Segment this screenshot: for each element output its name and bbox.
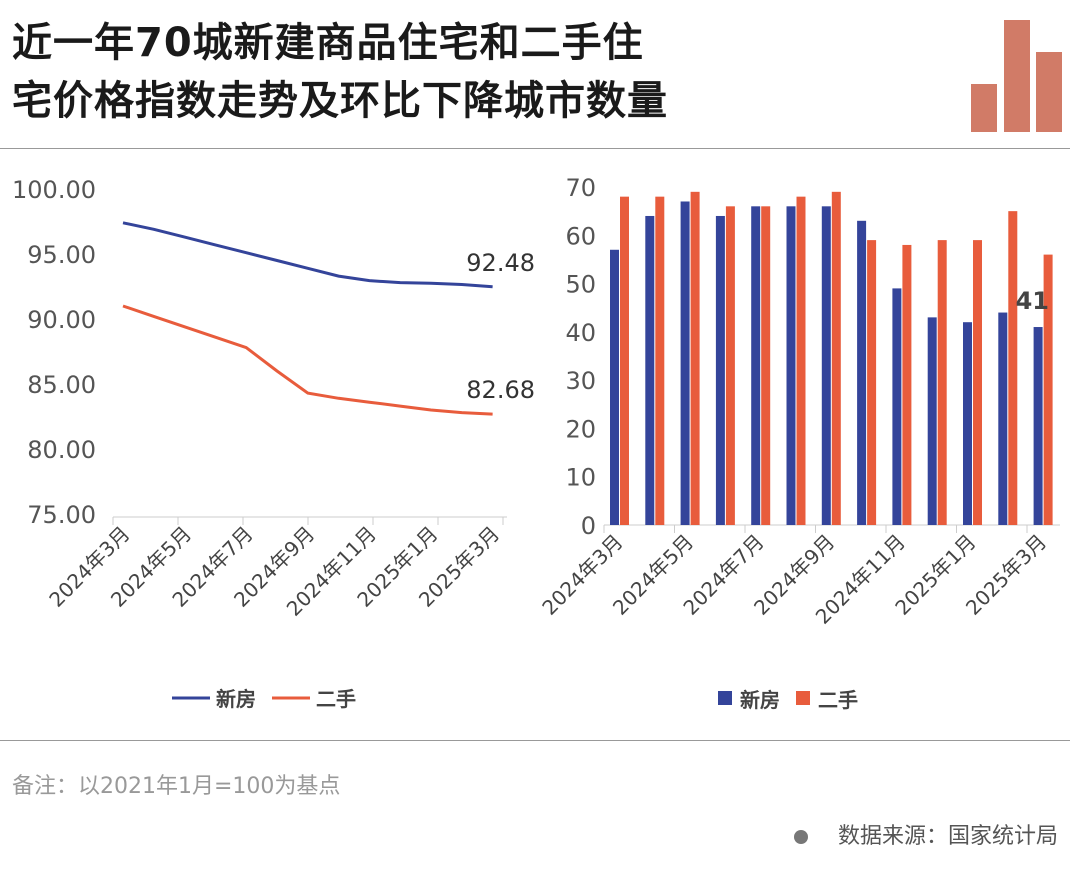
y-tick-label: 10 [565, 464, 596, 492]
bar-second [620, 196, 629, 525]
title-line-2: 宅价格指数走势及环比下降城市数量 [12, 78, 668, 124]
bar-new [1033, 327, 1043, 525]
bar-chart-icon [971, 20, 1062, 132]
bar-second [655, 196, 665, 525]
legend-label: 新房 [216, 687, 256, 711]
bar-new [645, 215, 655, 525]
y-tick-label: 75.00 [27, 501, 96, 529]
y-tick-label: 40 [565, 319, 596, 347]
bar-new [927, 317, 937, 525]
divider [0, 740, 1070, 741]
bar-new [821, 206, 831, 526]
legend-label: 二手 [316, 687, 356, 711]
y-tick-label: 95.00 [27, 241, 96, 269]
bar-new [680, 201, 690, 525]
series-line-1 [122, 304, 493, 416]
legend-label: 二手 [818, 688, 858, 712]
bar-second [1043, 254, 1053, 525]
legend-swatch [796, 691, 810, 705]
bar-new [786, 206, 796, 526]
y-tick-label: 70 [565, 174, 596, 202]
bar-second [725, 206, 735, 526]
bar-second [1008, 211, 1018, 525]
bar-new [715, 215, 725, 525]
bar-second [690, 191, 700, 526]
bar-new [892, 288, 902, 525]
y-tick-label: 30 [565, 367, 596, 395]
y-tick-label: 0 [581, 512, 596, 540]
bar-second [796, 196, 806, 525]
page-title: 近一年70城新建商品住宅和二手住 宅价格指数走势及环比下降城市数量 [12, 14, 668, 130]
series-line-0 [122, 221, 493, 289]
title-line-1: 近一年70城新建商品住宅和二手住 [12, 20, 644, 66]
legend-swatch [718, 691, 732, 705]
y-tick-label: 80.00 [27, 436, 96, 464]
bar-second [831, 191, 841, 526]
divider [0, 148, 1070, 149]
y-tick-label: 50 [565, 271, 596, 299]
bullet-icon [793, 830, 808, 844]
bar-chart: 706050403020100412024年3月2024年5月2024年7月20… [540, 174, 1060, 712]
data-label: 92.48 [466, 249, 535, 277]
line-chart: 100.0095.0090.0085.0080.0075.002024年3月20… [12, 176, 535, 711]
y-tick-label: 85.00 [27, 371, 96, 399]
bar-second [902, 244, 912, 525]
note: 备注：以2021年1月=100为基点 [12, 774, 341, 799]
bar-new [610, 249, 619, 525]
source-text: 数据来源：国家统计局 [837, 824, 1058, 849]
bar-new [963, 322, 972, 525]
bar-second [867, 240, 877, 525]
bar-new [751, 206, 761, 526]
legend-label: 新房 [740, 688, 780, 712]
bar-second [973, 240, 982, 525]
source: 数据来源：国家统计局 [793, 818, 1058, 850]
y-tick-label: 90.00 [27, 306, 96, 334]
data-label: 41 [1016, 287, 1049, 315]
bar-new [857, 220, 867, 526]
y-tick-label: 20 [565, 415, 596, 443]
bar-second [761, 206, 771, 526]
data-label: 82.68 [466, 376, 535, 404]
y-tick-label: 100.00 [12, 176, 96, 204]
y-tick-label: 60 [565, 222, 596, 250]
bar-second [937, 240, 947, 525]
bar-new [998, 312, 1008, 525]
